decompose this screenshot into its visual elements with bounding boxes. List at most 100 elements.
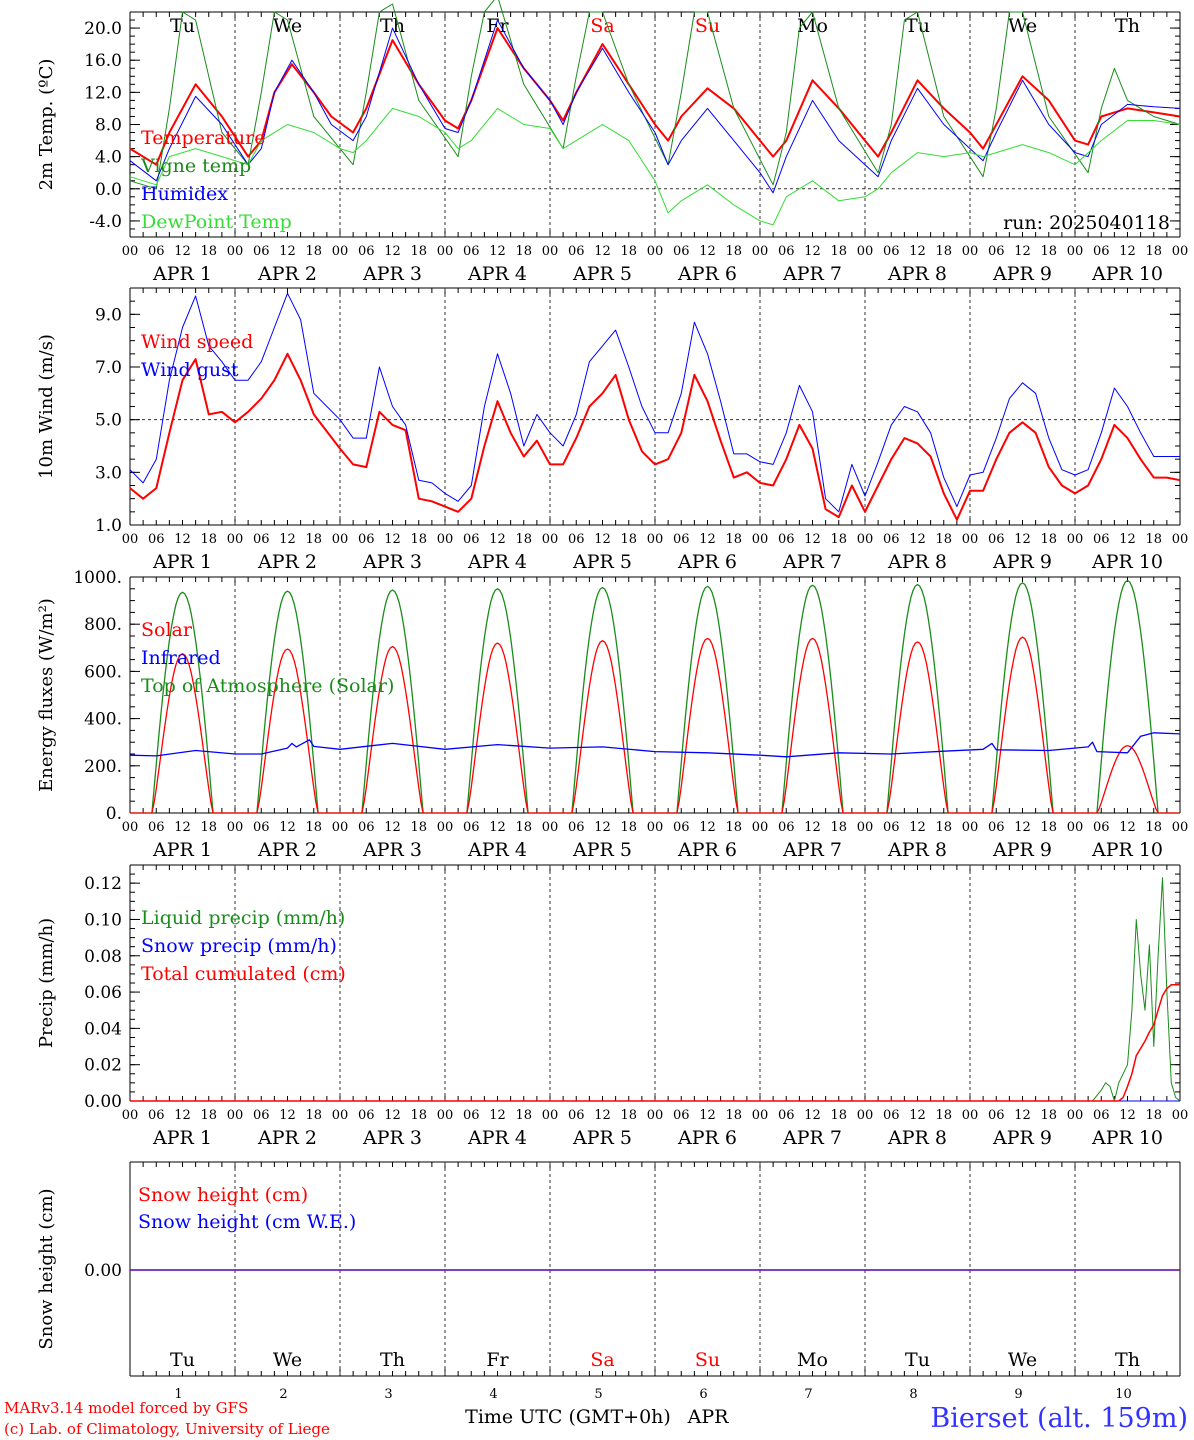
date-label: APR 2 bbox=[257, 1127, 317, 1149]
y-tick-label: 200. bbox=[84, 757, 122, 777]
date-label: APR 7 bbox=[782, 839, 842, 861]
legend-entry: Snow height (cm W.E.) bbox=[138, 1211, 356, 1233]
hour-label: 06 bbox=[253, 532, 270, 547]
hour-label: 06 bbox=[673, 532, 690, 547]
date-label: APR 8 bbox=[887, 263, 947, 285]
model-credit: MARv3.14 model forced by GFS bbox=[4, 1399, 248, 1417]
date-label: APR 3 bbox=[362, 839, 422, 861]
hour-label: 06 bbox=[568, 244, 585, 259]
hour-label: 06 bbox=[988, 244, 1005, 259]
day-number: 5 bbox=[594, 1387, 602, 1402]
hour-label: 00 bbox=[647, 820, 664, 835]
hour-label: 06 bbox=[358, 820, 375, 835]
date-label: APR 7 bbox=[782, 1127, 842, 1149]
hour-label: 06 bbox=[778, 244, 795, 259]
panel-energy: 0. 200. 400. 600. 800. 1000. Energy fluxes (W/… bbox=[36, 568, 1188, 861]
y-axis-title: Energy fluxes (W/m²) bbox=[36, 598, 57, 792]
hour-label: 12 bbox=[804, 244, 821, 259]
y-axis-title: Precip (mm/h) bbox=[36, 918, 57, 1048]
date-label: APR 10 bbox=[1091, 1127, 1163, 1149]
hour-label: 06 bbox=[673, 1108, 690, 1123]
y-tick-label: 0.06 bbox=[84, 983, 122, 1003]
series-wind-gust bbox=[129, 292, 1180, 513]
legend-entry: Total cumulated (cm) bbox=[141, 963, 346, 985]
date-label: APR 9 bbox=[992, 1127, 1052, 1149]
y-tick-label: 5.0 bbox=[95, 411, 122, 431]
hour-label: 12 bbox=[384, 820, 401, 835]
panel-snow: 0.00 Snow height (cm) Tu We Th Fr Sa Su Mo Tu We Th… bbox=[36, 1161, 1181, 1402]
hour-label: 00 bbox=[752, 820, 769, 835]
date-label: APR 8 bbox=[887, 1127, 947, 1149]
date-label: APR 10 bbox=[1091, 839, 1163, 861]
hour-label: 06 bbox=[463, 820, 480, 835]
hour-label: 00 bbox=[227, 1108, 244, 1123]
date-label: APR 4 bbox=[467, 1127, 527, 1149]
day-name: Th bbox=[1115, 1349, 1140, 1371]
day-name: Su bbox=[695, 1349, 720, 1371]
hour-label: 18 bbox=[305, 1108, 322, 1123]
hour-label: 00 bbox=[542, 532, 559, 547]
day-name: Mo bbox=[797, 1349, 828, 1371]
legend-entry: Wind gust bbox=[141, 359, 239, 381]
date-label: APR 9 bbox=[992, 263, 1052, 285]
hour-label: 12 bbox=[279, 244, 296, 259]
hour-label: 12 bbox=[699, 532, 716, 547]
y-tick-label: 0.10 bbox=[84, 910, 122, 930]
hour-label: 18 bbox=[725, 244, 742, 259]
hour-label: 12 bbox=[699, 820, 716, 835]
hour-label: 00 bbox=[122, 244, 139, 259]
series-wind-speed bbox=[129, 352, 1181, 521]
y-tick-label: 800. bbox=[84, 615, 122, 635]
date-label: APR 1 bbox=[152, 839, 212, 861]
hour-label: 00 bbox=[227, 244, 244, 259]
legend-entry: DewPoint Temp bbox=[141, 211, 292, 233]
x-axis-month: APR bbox=[687, 1406, 730, 1428]
hour-label: 18 bbox=[620, 1108, 637, 1123]
hour-label: 06 bbox=[253, 1108, 270, 1123]
panel-wind: 1.0 3.0 5.0 7.0 9.0 10m Wind (m/s) 00 06 12 18 APR… bbox=[36, 287, 1188, 573]
day-name: We bbox=[1008, 1349, 1037, 1371]
hour-label: 12 bbox=[1119, 244, 1136, 259]
hour-label: 06 bbox=[148, 1108, 165, 1123]
hour-label: 18 bbox=[200, 532, 217, 547]
date-label: APR 6 bbox=[677, 551, 737, 573]
date-label: APR 10 bbox=[1091, 263, 1163, 285]
hour-label: 18 bbox=[410, 1108, 427, 1123]
hour-label: 12 bbox=[909, 1108, 926, 1123]
hour-label: 06 bbox=[568, 532, 585, 547]
hour-label: 18 bbox=[935, 820, 952, 835]
hour-label: 00 bbox=[857, 244, 874, 259]
hour-label: 00 bbox=[122, 532, 139, 547]
hour-label: 18 bbox=[830, 820, 847, 835]
hour-label: 00 bbox=[1067, 820, 1084, 835]
day-number: 8 bbox=[909, 1387, 917, 1402]
hour-label: 00 bbox=[122, 1108, 139, 1123]
day-number: 3 bbox=[384, 1387, 392, 1402]
station-name: Bierset (alt. 159m) bbox=[930, 1403, 1188, 1434]
day-name: Tu bbox=[905, 1349, 930, 1371]
hour-label: 12 bbox=[1119, 532, 1136, 547]
run-label: run: 2025040118 bbox=[1003, 212, 1170, 234]
hour-label: 18 bbox=[1040, 532, 1057, 547]
day-name: We bbox=[1008, 15, 1037, 37]
hour-label: 06 bbox=[568, 820, 585, 835]
hour-label: 00 bbox=[647, 532, 664, 547]
hour-label: 12 bbox=[699, 244, 716, 259]
hour-label: 06 bbox=[883, 820, 900, 835]
day-name: Sa bbox=[590, 1349, 614, 1371]
series-solar bbox=[130, 636, 1180, 814]
series-total-cumulated-cm- bbox=[130, 984, 1180, 1102]
y-tick-label: 7.0 bbox=[95, 358, 122, 378]
y-tick-label: 1.0 bbox=[95, 516, 122, 536]
hour-label: 18 bbox=[725, 820, 742, 835]
hour-label: 12 bbox=[279, 532, 296, 547]
hour-label: 18 bbox=[1145, 532, 1162, 547]
hour-label: 18 bbox=[410, 244, 427, 259]
hour-label: 00 bbox=[857, 532, 874, 547]
date-label: APR 9 bbox=[992, 551, 1052, 573]
hour-label: 18 bbox=[935, 1108, 952, 1123]
hour-label: 06 bbox=[1093, 244, 1110, 259]
y-tick-label: -4.0 bbox=[89, 212, 122, 232]
hour-label: 00 bbox=[1172, 820, 1189, 835]
